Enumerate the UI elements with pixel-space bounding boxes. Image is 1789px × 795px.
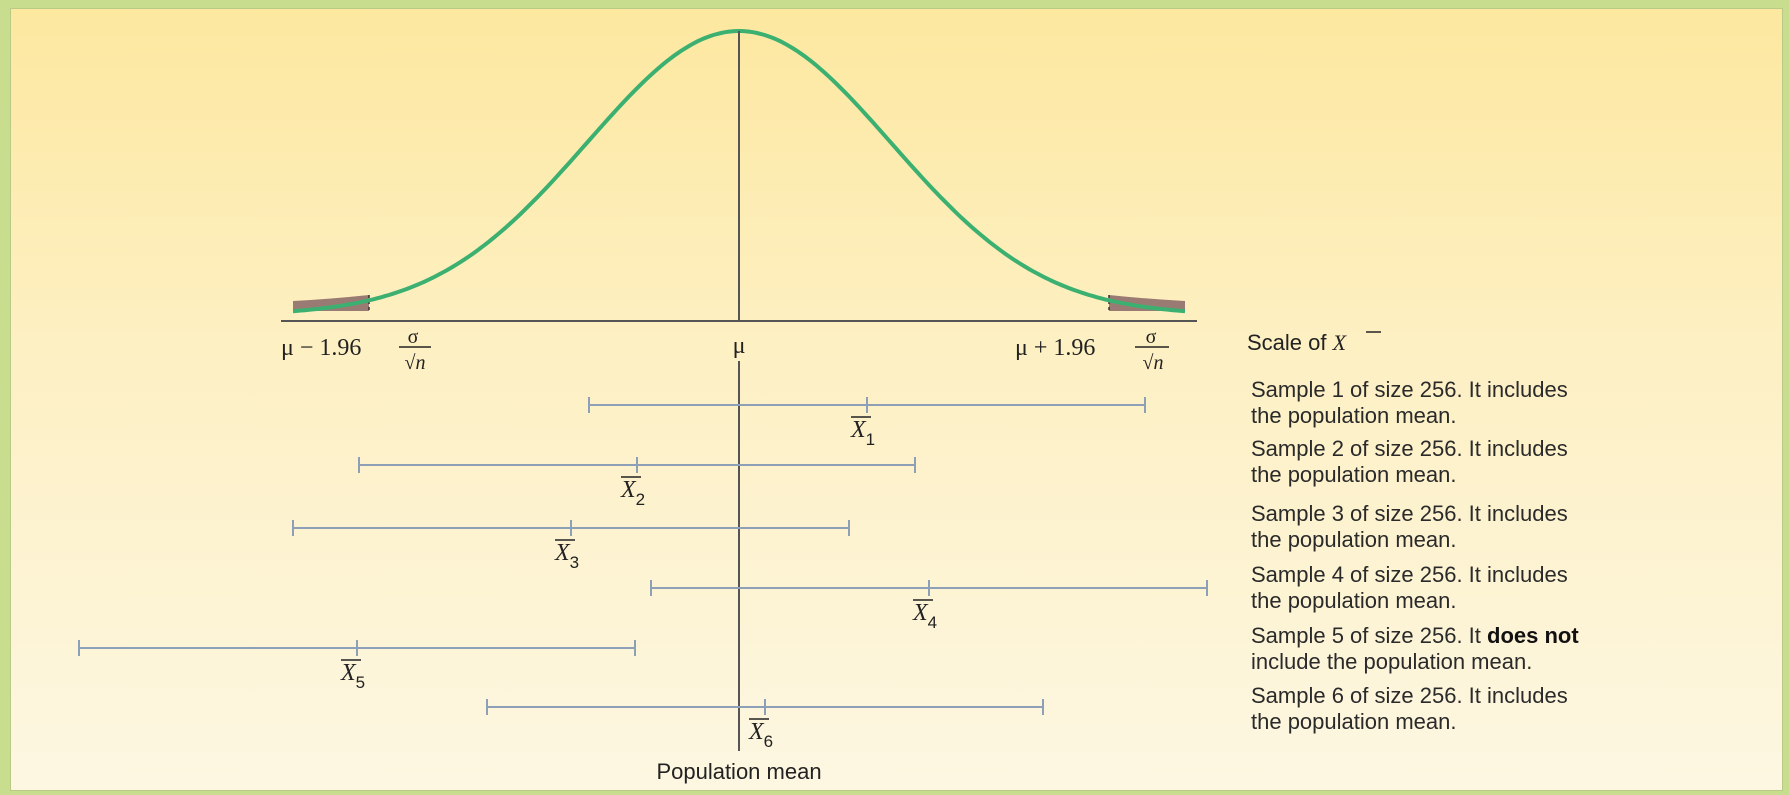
interval-sample-5: X5	[78, 640, 636, 692]
scale-label: Scale of X	[1247, 330, 1348, 355]
xbar-label: X6	[748, 719, 773, 751]
population-mean-label: Population mean	[656, 759, 821, 784]
sample-6-description: Sample 6 of size 256. It includes the pop…	[1251, 683, 1568, 734]
left-bound-label: μ − 1.96	[281, 335, 361, 361]
right-bound-sqrt-n: √n	[1143, 352, 1164, 374]
left-tail-area	[293, 295, 369, 311]
xbar-label: X1	[850, 417, 875, 449]
diagram-frame: μ − 1.96 σ √n μ μ + 1.96 σ √n Scale of X…	[10, 8, 1783, 791]
interval-sample-2: X2	[358, 457, 916, 509]
xbar-label: X3	[554, 540, 579, 572]
right-bound-label: μ + 1.96	[1015, 335, 1095, 361]
xbar-label: X5	[340, 660, 365, 692]
sample-4-description: Sample 4 of size 256. It includes the pop…	[1251, 562, 1568, 613]
sample-5-description: Sample 5 of size 256. It does not include…	[1251, 623, 1579, 674]
right-bound-sigma: σ	[1146, 326, 1157, 348]
mu-label: μ	[733, 333, 746, 359]
interval-sample-1: X1	[588, 397, 1146, 449]
right-tail-area	[1109, 295, 1185, 311]
does-not-emphasis: does not	[1487, 623, 1579, 648]
interval-sample-6: X6	[486, 699, 1044, 751]
sample-3-description: Sample 3 of size 256. It includes the pop…	[1251, 501, 1568, 552]
sample-2-description: Sample 2 of size 256. It includes the pop…	[1251, 436, 1568, 487]
confidence-interval-diagram: μ − 1.96 σ √n μ μ + 1.96 σ √n Scale of X…	[78, 29, 1381, 784]
sample-1-description: Sample 1 of size 256. It includes the pop…	[1251, 377, 1568, 428]
confidence-intervals: X1 X2 X3 X4 X5 X6	[78, 397, 1208, 751]
left-bound-sigma: σ	[408, 326, 419, 348]
interval-sample-3: X3	[292, 520, 850, 572]
xbar-label: X2	[620, 477, 645, 509]
interval-sample-4: X4	[650, 580, 1208, 632]
left-bound-sqrt-n: √n	[405, 352, 426, 374]
xbar-label: X4	[912, 600, 937, 632]
